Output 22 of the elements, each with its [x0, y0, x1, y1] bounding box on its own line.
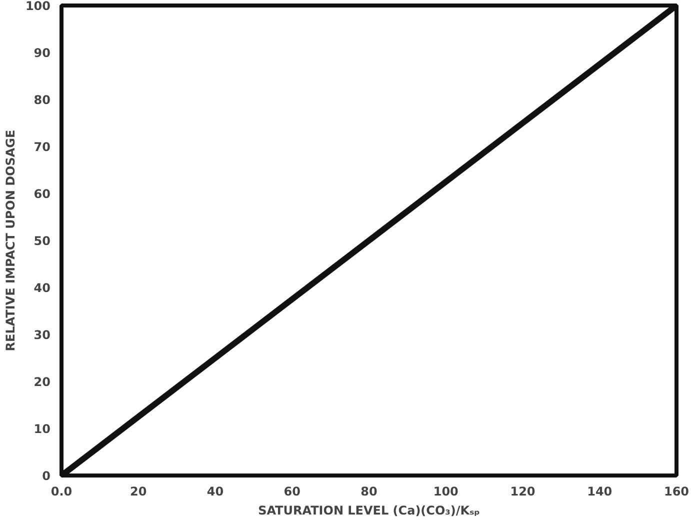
y-tick-label: 0	[42, 469, 51, 483]
x-tick-label: 100	[433, 484, 458, 498]
y-tick-label: 40	[34, 281, 51, 295]
y-tick-label: 60	[34, 187, 51, 201]
y-tick-label: 80	[34, 93, 51, 107]
y-tick-label: 100	[25, 0, 51, 13]
y-tick-label: 30	[34, 328, 51, 342]
x-tick-label: 40	[206, 484, 224, 498]
y-tick-label: 10	[34, 422, 51, 436]
x-axis-title: SATURATION LEVEL (Ca)(CO₃)/Kₛₚ	[258, 504, 480, 518]
x-tick-label: 120	[510, 484, 536, 498]
x-tick-label: 80	[360, 484, 378, 498]
y-tick-label: 90	[34, 46, 51, 60]
x-tick-label: 60	[284, 484, 300, 498]
y-tick-label: 70	[34, 140, 51, 154]
y-tick-label: 20	[34, 375, 51, 389]
x-tick-label: 160	[664, 484, 690, 498]
y-axis-title: RELATIVE IMPACT UPON DOSAGE	[3, 130, 18, 352]
x-tick-label: 140	[587, 484, 612, 498]
x-tick-label: 20	[130, 484, 147, 498]
y-tick-label: 50	[34, 234, 51, 248]
x-tick-label: 0.0	[50, 484, 72, 498]
